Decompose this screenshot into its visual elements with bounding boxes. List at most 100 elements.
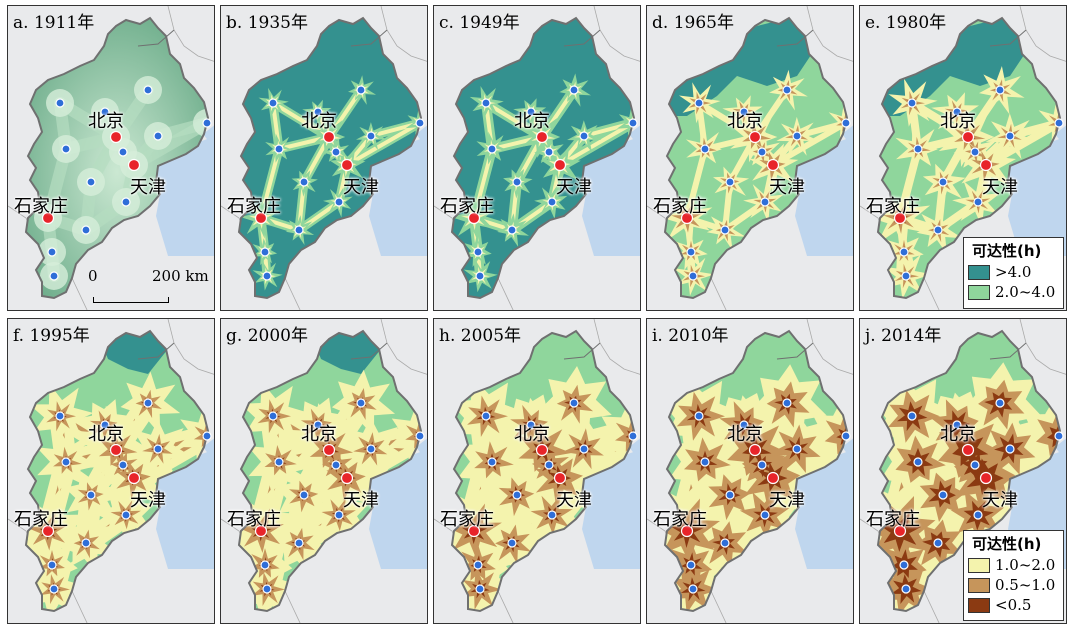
- station-marker: [757, 460, 767, 470]
- sea-area: [842, 438, 853, 462]
- region-border: [24, 329, 210, 613]
- station-marker: [700, 144, 710, 154]
- map-panel-a: a. 1911年 北京 天津 石家庄: [7, 5, 215, 311]
- station-marker: [901, 584, 911, 594]
- city-station-marker: [340, 471, 354, 485]
- province-border: [710, 277, 727, 310]
- city-label-shijiazhuang: 石家庄: [653, 509, 707, 530]
- city-station-marker: [766, 471, 780, 485]
- station-marker: [331, 147, 341, 157]
- station-marker: [415, 118, 425, 128]
- map-canvas: [221, 319, 427, 623]
- station-marker: [938, 177, 948, 187]
- city-station-marker: [553, 471, 567, 485]
- station-marker: [47, 247, 57, 257]
- station-marker: [202, 118, 212, 128]
- station-marker: [55, 411, 65, 421]
- station-marker: [313, 420, 323, 430]
- inner-border: [350, 342, 388, 360]
- city-station-marker: [893, 211, 907, 225]
- station-marker: [544, 147, 554, 157]
- city-station-marker: [535, 443, 549, 457]
- city-label-beijing: 北京: [88, 424, 124, 445]
- city-label-beijing: 北京: [301, 111, 337, 132]
- province-border: [167, 319, 214, 375]
- panel-title: d. 1965年: [652, 13, 734, 33]
- sea-area: [203, 125, 214, 149]
- station-marker: [899, 560, 909, 570]
- scale-bar-end: 200 km: [152, 267, 209, 285]
- station-marker: [1054, 431, 1064, 441]
- station-marker: [739, 107, 749, 117]
- region-border: [24, 16, 210, 300]
- map-panel-c: c. 1949年 北京 天津 石家庄: [433, 5, 641, 311]
- city-station-marker: [553, 158, 567, 172]
- city-label-beijing: 北京: [727, 111, 763, 132]
- inner-border: [137, 342, 175, 360]
- city-station-marker: [41, 524, 55, 538]
- station-marker: [512, 490, 522, 500]
- station-marker: [49, 584, 59, 594]
- province-border: [806, 319, 853, 375]
- city-label-beijing: 北京: [727, 424, 763, 445]
- city-label-tianjin: 天津: [343, 177, 379, 198]
- city-station-marker: [109, 130, 123, 144]
- city-station-marker: [127, 471, 141, 485]
- province-border: [380, 319, 427, 375]
- region-border: [876, 16, 1062, 300]
- region-border: [450, 16, 636, 300]
- station-marker: [899, 247, 909, 257]
- station-marker: [299, 177, 309, 187]
- panel-title: i. 2010年: [652, 326, 729, 346]
- legend-label: <0.5: [995, 596, 1032, 614]
- station-marker: [694, 411, 704, 421]
- station-marker: [970, 460, 980, 470]
- province-border: [284, 590, 301, 623]
- station-marker: [579, 444, 589, 454]
- city-label-shijiazhuang: 石家庄: [14, 196, 68, 217]
- map-canvas: [8, 6, 214, 310]
- city-label-tianjin: 天津: [130, 490, 166, 511]
- city-label-tianjin: 天津: [982, 490, 1018, 511]
- city-station-marker: [961, 443, 975, 457]
- legend-upper: 可达性(h) >4.0 2.0~4.0: [963, 237, 1064, 309]
- station-marker: [121, 510, 131, 520]
- station-marker: [907, 98, 917, 108]
- region-border: [450, 329, 636, 613]
- station-marker: [356, 398, 366, 408]
- station-marker: [913, 457, 923, 467]
- panel-title: a. 1911年: [13, 13, 95, 33]
- city-label-beijing: 北京: [514, 424, 550, 445]
- station-marker: [294, 538, 304, 548]
- province-border: [593, 6, 640, 62]
- city-station-marker: [109, 443, 123, 457]
- region-border: [663, 16, 849, 300]
- province-border: [380, 6, 427, 62]
- station-marker: [153, 131, 163, 141]
- panel-title: j. 2014年: [865, 326, 942, 346]
- station-marker: [100, 420, 110, 430]
- city-label-beijing: 北京: [514, 111, 550, 132]
- station-marker: [1054, 118, 1064, 128]
- station-marker: [143, 398, 153, 408]
- station-marker: [473, 247, 483, 257]
- sea-area: [629, 438, 640, 462]
- legend-item: 2.0~4.0: [964, 282, 1063, 302]
- station-marker: [274, 457, 284, 467]
- station-marker: [739, 420, 749, 430]
- inner-border: [776, 29, 814, 47]
- city-station-marker: [467, 211, 481, 225]
- inner-border: [563, 29, 601, 47]
- map-canvas: [434, 319, 640, 623]
- station-marker: [475, 584, 485, 594]
- station-marker: [100, 107, 110, 117]
- station-marker: [61, 457, 71, 467]
- station-marker: [121, 197, 131, 207]
- station-marker: [81, 538, 91, 548]
- station-marker: [694, 98, 704, 108]
- station-marker: [47, 560, 57, 570]
- region-border: [237, 329, 423, 613]
- legend-lower: 可达性(h) 1.0~2.0 0.5~1.0 <0.5: [963, 530, 1064, 621]
- station-marker: [782, 85, 792, 95]
- legend-swatch: [968, 577, 990, 593]
